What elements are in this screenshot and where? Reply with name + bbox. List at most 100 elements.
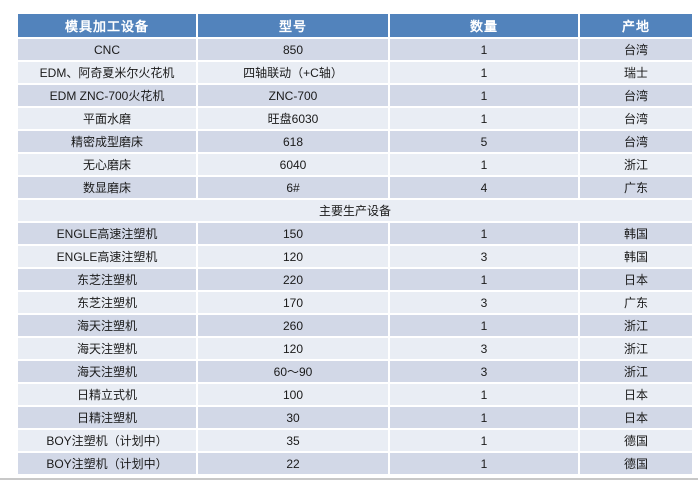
model-cell: 旺盘6030 [198,108,390,131]
qty-cell: 1 [390,453,580,476]
device-cell: 日精注塑机 [18,407,198,430]
qty-cell: 1 [390,315,580,338]
model-cell: 100 [198,384,390,407]
device-cell: 海天注塑机 [18,315,198,338]
origin-cell: 台湾 [580,108,692,131]
model-cell: 850 [198,39,390,62]
origin-cell: 广东 [580,292,692,315]
table-row: 精密成型磨床 618 5 台湾 [18,131,692,154]
origin-cell: 德国 [580,453,692,476]
column-header-origin: 产地 [580,14,692,39]
origin-cell: 德国 [580,430,692,453]
table-row: 东芝注塑机 220 1 日本 [18,269,692,292]
qty-cell: 1 [390,154,580,177]
table-row: 日精立式机 100 1 日本 [18,384,692,407]
model-cell: 120 [198,338,390,361]
bottom-divider [0,478,698,480]
device-cell: 日精立式机 [18,384,198,407]
qty-cell: 1 [390,384,580,407]
qty-cell: 3 [390,292,580,315]
qty-cell: 1 [390,269,580,292]
table-row: BOY注塑机（计划中） 35 1 德国 [18,430,692,453]
model-cell: 220 [198,269,390,292]
model-cell: 120 [198,246,390,269]
qty-cell: 1 [390,430,580,453]
device-cell: 平面水磨 [18,108,198,131]
model-cell: ZNC-700 [198,85,390,108]
model-cell: 35 [198,430,390,453]
origin-cell: 日本 [580,269,692,292]
qty-cell: 3 [390,246,580,269]
table-row: BOY注塑机（计划中） 22 1 德国 [18,453,692,476]
model-cell: 60～90 [198,361,390,384]
qty-cell: 1 [390,108,580,131]
device-cell: ENGLE高速注塑机 [18,246,198,269]
table-row: 东芝注塑机 170 3 广东 [18,292,692,315]
table-header-row: 模具加工设备 型号 数量 产地 [18,14,692,39]
origin-cell: 浙江 [580,361,692,384]
origin-cell: 韩国 [580,223,692,246]
table-row: 数显磨床 6# 4 广东 [18,177,692,200]
device-cell: 无心磨床 [18,154,198,177]
table-row: ENGLE高速注塑机 120 3 韩国 [18,246,692,269]
qty-cell: 4 [390,177,580,200]
qty-cell: 1 [390,39,580,62]
qty-cell: 1 [390,407,580,430]
origin-cell: 日本 [580,407,692,430]
model-cell: 6# [198,177,390,200]
column-header-qty: 数量 [390,14,580,39]
section-row-production-equipment: 主要生产设备 [18,200,692,223]
device-cell: 数显磨床 [18,177,198,200]
column-header-model: 型号 [198,14,390,39]
origin-cell: 浙江 [580,338,692,361]
device-cell: EDM、阿奇夏米尔火花机 [18,62,198,85]
origin-cell: 广东 [580,177,692,200]
qty-cell: 1 [390,62,580,85]
origin-cell: 浙江 [580,154,692,177]
column-header-device: 模具加工设备 [18,14,198,39]
origin-cell: 台湾 [580,39,692,62]
table-row: 海天注塑机 120 3 浙江 [18,338,692,361]
origin-cell: 台湾 [580,131,692,154]
model-cell: 6040 [198,154,390,177]
device-cell: CNC [18,39,198,62]
device-cell: BOY注塑机（计划中） [18,453,198,476]
origin-cell: 日本 [580,384,692,407]
qty-cell: 5 [390,131,580,154]
device-cell: 海天注塑机 [18,338,198,361]
origin-cell: 瑞士 [580,62,692,85]
table-row: EDM、阿奇夏米尔火花机 四轴联动（+C轴） 1 瑞士 [18,62,692,85]
device-cell: 海天注塑机 [18,361,198,384]
table-row: 平面水磨 旺盘6030 1 台湾 [18,108,692,131]
model-cell: 30 [198,407,390,430]
qty-cell: 3 [390,361,580,384]
model-cell: 260 [198,315,390,338]
model-cell: 150 [198,223,390,246]
qty-cell: 1 [390,223,580,246]
device-cell: 东芝注塑机 [18,269,198,292]
table-row: CNC 850 1 台湾 [18,39,692,62]
device-cell: EDM ZNC-700火花机 [18,85,198,108]
table-row: 海天注塑机 260 1 浙江 [18,315,692,338]
qty-cell: 3 [390,338,580,361]
equipment-table: 模具加工设备 型号 数量 产地 CNC 850 1 台湾 EDM、阿奇夏米尔火花… [18,14,692,476]
table-row: 日精注塑机 30 1 日本 [18,407,692,430]
qty-cell: 1 [390,85,580,108]
table-row: ENGLE高速注塑机 150 1 韩国 [18,223,692,246]
table-row: 无心磨床 6040 1 浙江 [18,154,692,177]
origin-cell: 韩国 [580,246,692,269]
origin-cell: 浙江 [580,315,692,338]
model-cell: 618 [198,131,390,154]
table-row: 海天注塑机 60～90 3 浙江 [18,361,692,384]
origin-cell: 台湾 [580,85,692,108]
device-cell: BOY注塑机（计划中） [18,430,198,453]
device-cell: 东芝注塑机 [18,292,198,315]
model-cell: 170 [198,292,390,315]
device-cell: ENGLE高速注塑机 [18,223,198,246]
device-cell: 精密成型磨床 [18,131,198,154]
model-cell: 四轴联动（+C轴） [198,62,390,85]
model-cell: 22 [198,453,390,476]
section-label: 主要生产设备 [18,200,692,223]
table-row: EDM ZNC-700火花机 ZNC-700 1 台湾 [18,85,692,108]
